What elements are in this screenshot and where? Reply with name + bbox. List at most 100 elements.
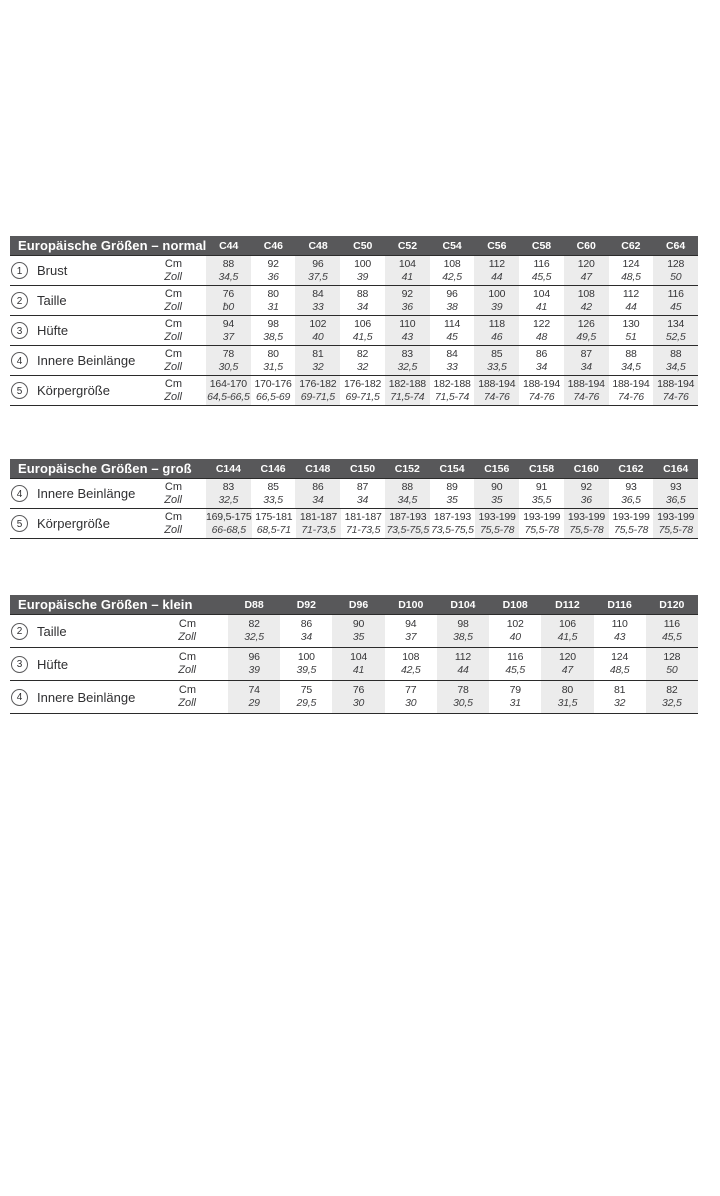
data-cell: 88 34,5 — [653, 346, 699, 375]
zoll-value: 34 — [356, 493, 369, 506]
cm-value: 188-194 — [567, 377, 605, 390]
zoll-value: 33 — [312, 300, 324, 313]
cm-value: 120 — [558, 651, 576, 663]
unit-cm-label: Cm — [164, 510, 182, 523]
zoll-value: 36 — [580, 493, 592, 506]
data-cell: 82 32,5 — [645, 681, 698, 713]
data-cell: 90 35 — [474, 479, 520, 508]
row-label: Hüfte — [37, 323, 69, 338]
zoll-value: 45 — [446, 330, 458, 343]
data-cell: 116 45 — [653, 286, 699, 315]
data-cell: 80 31,5 — [251, 346, 296, 375]
zoll-value: 69-71,5 — [300, 390, 335, 403]
cm-value: 193-199 — [657, 510, 695, 523]
cm-value: 74 — [248, 684, 260, 696]
cm-value: 182-188 — [433, 377, 471, 390]
cm-value: 100 — [488, 287, 506, 300]
data-cell: 87 34 — [340, 479, 385, 508]
row-label-cell: 4 Innere Beinlänge — [10, 479, 150, 508]
zoll-value: 45 — [670, 300, 682, 313]
cm-value: 76 — [222, 287, 234, 300]
data-cell: 116 45,5 — [519, 256, 564, 285]
data-cell: 79 31 — [489, 681, 541, 713]
data-cell: 193-199 75,5-78 — [653, 509, 699, 538]
cm-value: 170-176 — [254, 377, 292, 390]
zoll-value: 47 — [561, 664, 574, 676]
cm-value: 87 — [356, 480, 369, 493]
data-cell: 80 31 — [251, 286, 296, 315]
unit-cm-label: Cm — [178, 618, 196, 630]
cm-value: 90 — [352, 618, 365, 630]
data-cell: 96 39 — [228, 648, 281, 680]
cm-value: 110 — [399, 317, 416, 330]
zoll-value: 45,5 — [505, 664, 526, 676]
column-header: D104 — [450, 598, 476, 611]
zoll-value: 36,5 — [665, 493, 686, 506]
data-cell: 94 37 — [206, 316, 251, 345]
unit-cm-label: Cm — [164, 480, 182, 493]
zoll-value: 74-76 — [573, 390, 600, 403]
data-cell: 193-199 75,5-78 — [564, 509, 609, 538]
zoll-value: 75,5-78 — [480, 523, 515, 536]
column-header: D108 — [502, 598, 528, 611]
unit-zoll-label: Zoll — [178, 697, 196, 709]
cm-value: 108 — [443, 257, 461, 270]
cm-value: 187-193 — [433, 510, 472, 523]
zoll-value: 51 — [625, 330, 637, 343]
cm-value: 96 — [312, 257, 324, 270]
data-cell: 86 34 — [519, 346, 564, 375]
cm-value: 112 — [622, 287, 640, 300]
cm-value: 124 — [622, 257, 640, 270]
cm-value: 188-194 — [612, 377, 650, 390]
zoll-value: 30 — [352, 697, 365, 709]
zoll-value: 31 — [267, 300, 279, 313]
cm-value: 96 — [248, 651, 260, 663]
unit-cm-label: Cm — [164, 287, 182, 300]
row-label: Innere Beinlänge — [37, 689, 136, 705]
zoll-value: ƀ0 — [222, 300, 234, 313]
cm-value: 87 — [580, 347, 592, 360]
unit-cm-label: Cm — [178, 684, 196, 696]
data-cell: 86 34 — [280, 615, 332, 647]
cm-value: 98 — [457, 618, 469, 630]
row-number-badge: 2 — [11, 622, 28, 640]
data-cell: 193-199 75,5-78 — [519, 509, 564, 538]
data-cell: 182-188 71,5-74 — [430, 376, 475, 405]
table-row: 5 Körpergröße Cm Zoll 169,5-175 66-68,5 175-18… — [10, 508, 699, 538]
cm-value: 110 — [611, 618, 628, 630]
zoll-value: 32,5 — [244, 631, 264, 643]
zoll-value: 73,5-75,5 — [386, 523, 430, 536]
zoll-value: 44 — [625, 300, 637, 313]
data-cell: 116 45,5 — [645, 615, 698, 647]
cm-value: 116 — [663, 618, 680, 630]
cm-value: 88 — [356, 287, 369, 300]
data-cell: 124 48,5 — [594, 648, 646, 680]
data-cell: 82 32 — [340, 346, 385, 375]
data-cell: 87 34 — [563, 346, 609, 375]
unit-labels: Cm Zoll — [150, 346, 206, 375]
data-cell: 84 33 — [430, 346, 475, 375]
zoll-value: 30,5 — [453, 697, 473, 709]
data-cell: 187-193 73,5-75,5 — [430, 509, 475, 538]
table-header: Europäische Größen – groß C144 C146 C148 C15… — [10, 459, 698, 478]
zoll-value: 35,5 — [531, 493, 552, 506]
table-title: Europäische Größen – groß — [18, 461, 192, 476]
unit-labels: Cm Zoll — [150, 479, 206, 508]
cm-value: 128 — [663, 651, 681, 663]
row-label: Innere Beinlänge — [37, 353, 136, 368]
cm-value: 102 — [309, 317, 327, 330]
column-header: C164 — [663, 462, 689, 475]
data-cell: 126 49,5 — [563, 316, 609, 345]
cm-value: 188-194 — [657, 377, 695, 390]
zoll-value: 34,5 — [665, 360, 686, 373]
zoll-value: 34 — [535, 360, 548, 373]
zoll-value: 37 — [405, 631, 417, 643]
column-header: C150 — [350, 462, 376, 475]
cm-value: 175-181 — [255, 510, 293, 523]
zoll-value: 71-73,5 — [346, 523, 381, 536]
data-cell: 181-187 71-73,5 — [341, 509, 386, 538]
zoll-value: 32 — [614, 697, 626, 709]
zoll-value: 40 — [509, 631, 521, 643]
data-cell: 88 34,5 — [609, 346, 654, 375]
column-header: C160 — [573, 462, 599, 475]
